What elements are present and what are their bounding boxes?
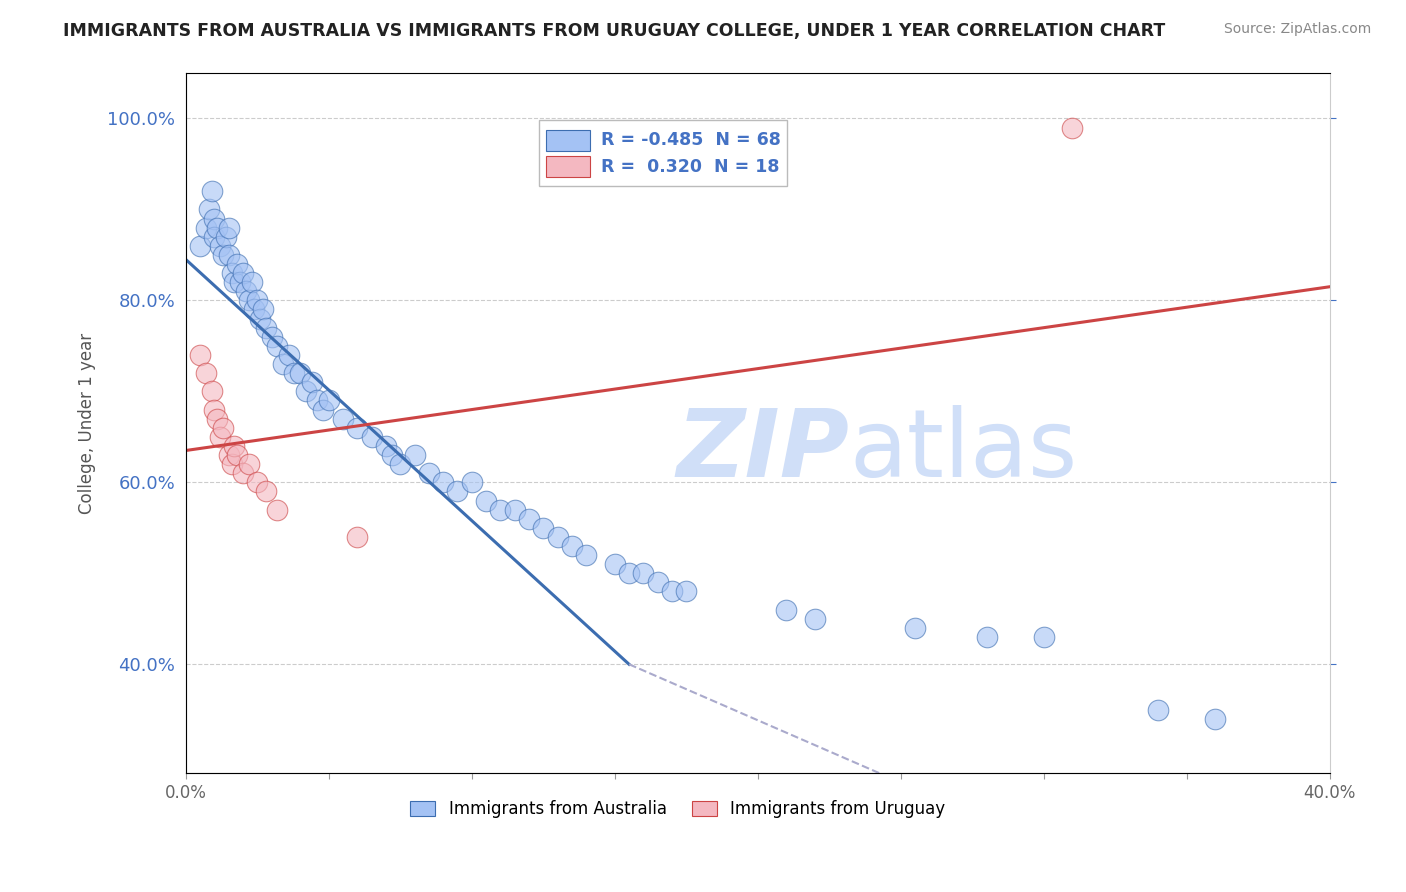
Point <box>207 220 229 235</box>
Point <box>224 439 246 453</box>
Point <box>775 603 797 617</box>
Point <box>224 275 246 289</box>
Point <box>207 411 229 425</box>
Point <box>266 502 288 516</box>
Text: ZIP: ZIP <box>676 405 849 497</box>
Point <box>976 630 998 644</box>
Point <box>346 421 368 435</box>
Text: atlas: atlas <box>849 405 1077 497</box>
Point <box>675 584 697 599</box>
Point <box>647 575 669 590</box>
Point <box>254 484 277 499</box>
Point <box>226 257 249 271</box>
Point <box>215 229 238 244</box>
Point <box>283 366 305 380</box>
Point <box>212 248 235 262</box>
Y-axis label: College, Under 1 year: College, Under 1 year <box>79 333 96 514</box>
Point <box>1204 712 1226 726</box>
Point <box>381 448 404 462</box>
Point <box>633 566 655 581</box>
Point <box>271 357 294 371</box>
Point <box>194 220 217 235</box>
Bar <box>546 156 589 178</box>
Point <box>194 366 217 380</box>
Point <box>503 502 526 516</box>
Point <box>295 384 318 399</box>
Point <box>209 430 232 444</box>
FancyBboxPatch shape <box>540 120 787 186</box>
Point <box>301 376 323 390</box>
Point <box>209 239 232 253</box>
Point <box>232 467 254 481</box>
Point <box>603 558 626 572</box>
Point <box>346 530 368 544</box>
Point <box>375 439 398 453</box>
Point <box>266 339 288 353</box>
Point <box>489 502 512 516</box>
Point <box>235 285 257 299</box>
Point <box>290 366 312 380</box>
Point <box>252 302 274 317</box>
Point <box>202 402 225 417</box>
Point <box>517 512 540 526</box>
Point <box>1032 630 1054 644</box>
Text: IMMIGRANTS FROM AUSTRALIA VS IMMIGRANTS FROM URUGUAY COLLEGE, UNDER 1 YEAR CORRE: IMMIGRANTS FROM AUSTRALIA VS IMMIGRANTS … <box>63 22 1166 40</box>
Point <box>254 320 277 334</box>
Point <box>246 475 269 490</box>
Point <box>446 484 468 499</box>
Point <box>229 275 252 289</box>
Bar <box>546 129 589 151</box>
Point <box>212 421 235 435</box>
Point <box>197 202 219 217</box>
Point <box>475 493 498 508</box>
Text: R = -0.485  N = 68: R = -0.485 N = 68 <box>600 131 780 149</box>
Text: R =  0.320  N = 18: R = 0.320 N = 18 <box>600 158 779 176</box>
Point <box>904 621 927 635</box>
Point <box>240 275 263 289</box>
Point <box>188 239 211 253</box>
Point <box>243 302 266 317</box>
Point <box>1147 703 1170 717</box>
Point <box>218 448 240 462</box>
Point <box>277 348 299 362</box>
Point <box>360 430 382 444</box>
Point <box>575 548 598 562</box>
Point <box>218 220 240 235</box>
Point <box>547 530 569 544</box>
Point <box>1062 120 1084 135</box>
Point <box>461 475 484 490</box>
Point <box>246 293 269 308</box>
Point <box>221 266 243 280</box>
Point <box>249 311 271 326</box>
Point <box>318 393 340 408</box>
Legend: Immigrants from Australia, Immigrants from Uruguay: Immigrants from Australia, Immigrants fr… <box>404 793 952 824</box>
Point <box>232 266 254 280</box>
Point <box>389 457 412 471</box>
Text: Source: ZipAtlas.com: Source: ZipAtlas.com <box>1223 22 1371 37</box>
Point <box>312 402 335 417</box>
Point <box>561 539 583 553</box>
Point <box>200 184 222 198</box>
Point <box>804 612 827 626</box>
Point <box>200 384 222 399</box>
Point <box>202 229 225 244</box>
Point <box>238 293 260 308</box>
Point <box>238 457 260 471</box>
Point <box>221 457 243 471</box>
Point <box>188 348 211 362</box>
Point <box>332 411 354 425</box>
Point <box>617 566 640 581</box>
Point <box>432 475 454 490</box>
Point <box>226 448 249 462</box>
Point <box>307 393 329 408</box>
Point <box>661 584 683 599</box>
Point <box>260 330 283 344</box>
Point <box>418 467 440 481</box>
Point <box>202 211 225 226</box>
Point <box>531 521 554 535</box>
Point <box>404 448 426 462</box>
Point <box>218 248 240 262</box>
